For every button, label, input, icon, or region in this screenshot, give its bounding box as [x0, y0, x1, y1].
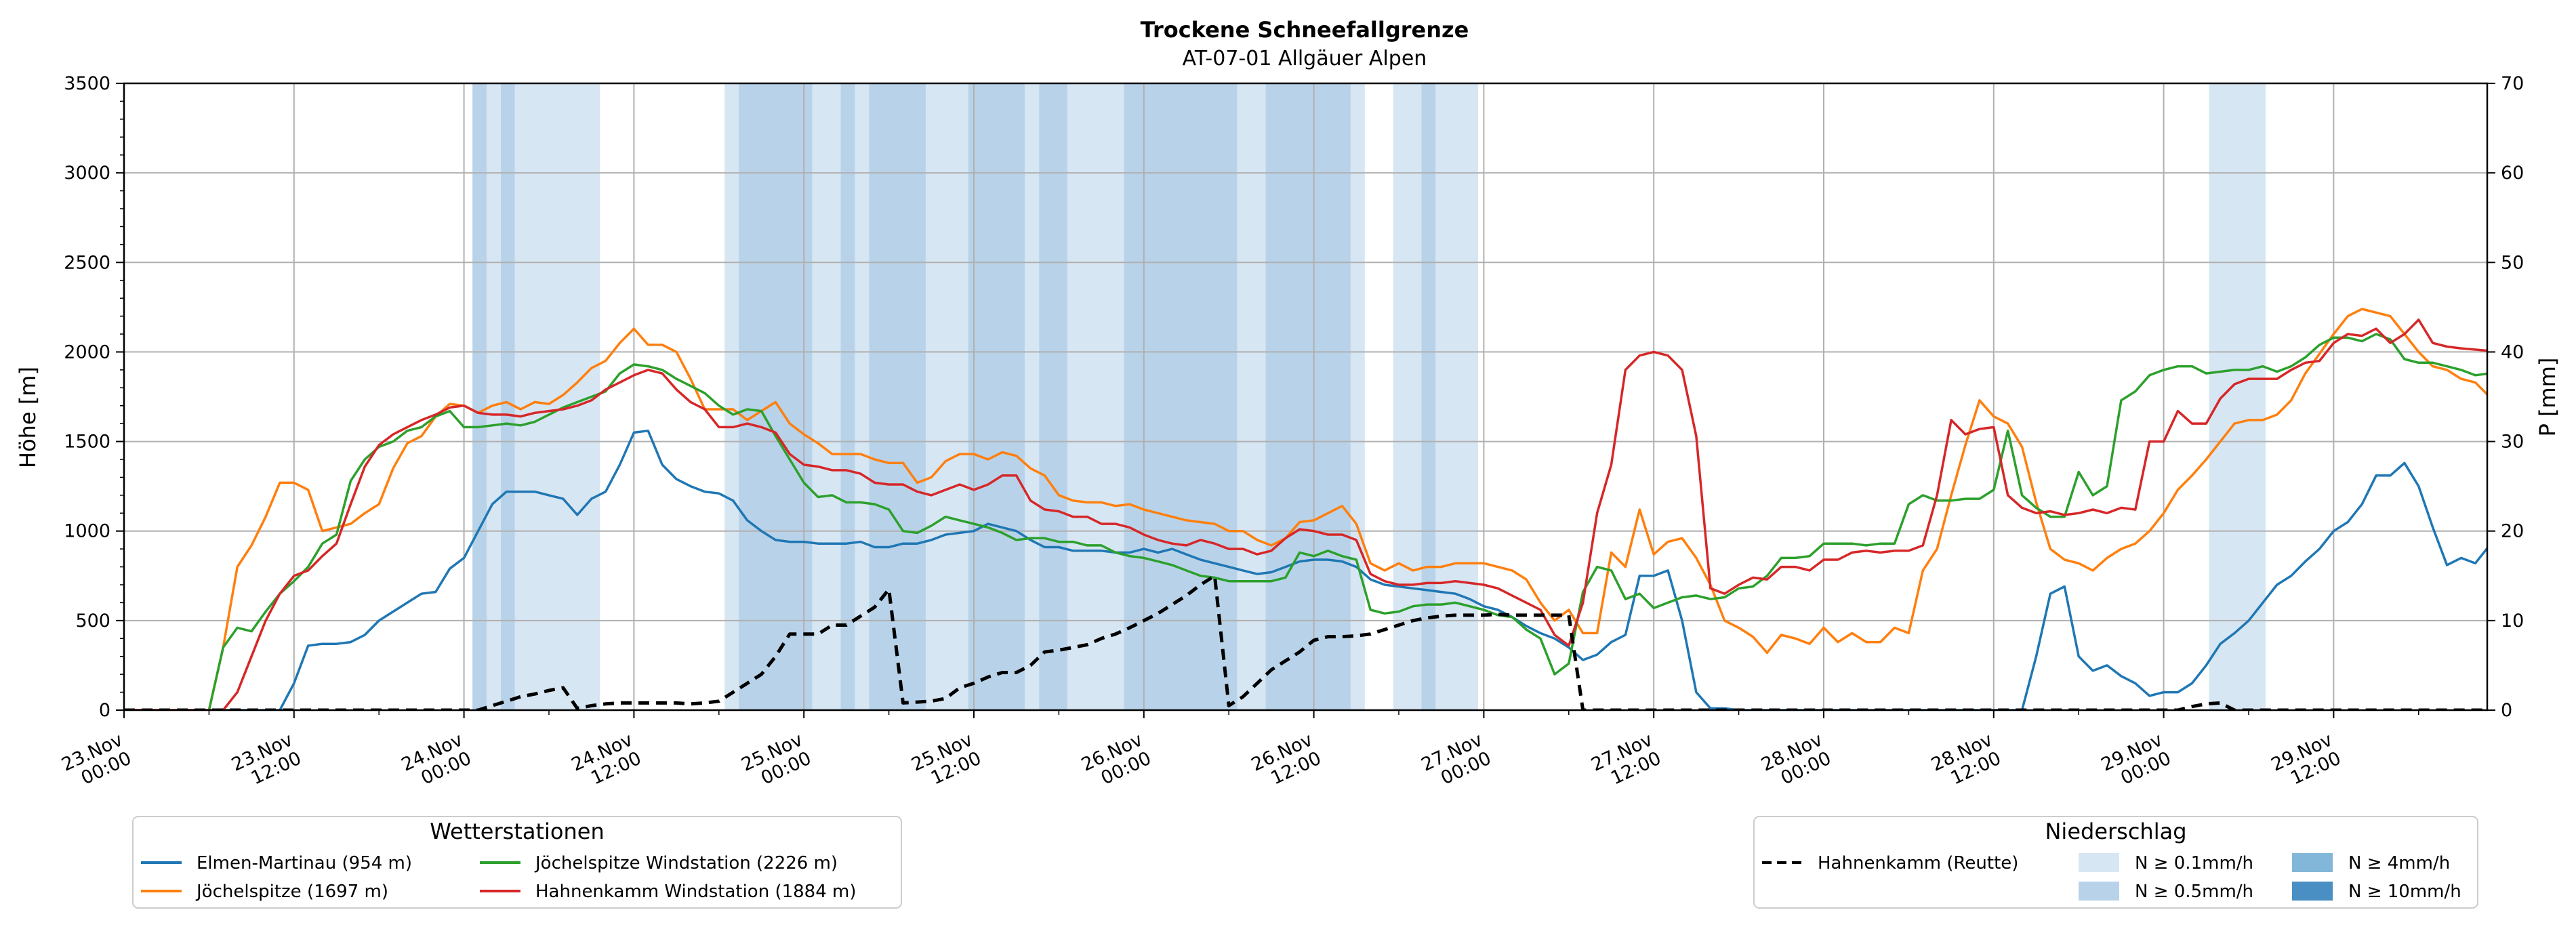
- precip-band: [855, 83, 870, 710]
- y2-axis-label: P [mm]: [2535, 358, 2560, 437]
- precip-band: [1237, 83, 1266, 710]
- series-line: [124, 429, 2487, 710]
- y2-tick-label: 20: [2501, 521, 2524, 542]
- legend-patch-n4: [2292, 853, 2333, 872]
- precip-band: [1421, 83, 1436, 710]
- y2-tick-label: 50: [2501, 252, 2524, 273]
- chart-subtitle: AT-07-01 Allgäuer Alpen: [1183, 47, 1427, 70]
- y2-tick-label: 70: [2501, 73, 2524, 94]
- legend-patch-n01: [2079, 853, 2119, 872]
- legend-niederschlag: Niederschlag Hahnenkamm (Reutte) N ≥ 0.1…: [1753, 816, 2478, 909]
- legend-label-n10: N ≥ 10mm/h: [2348, 882, 2461, 902]
- series-line: [124, 308, 2487, 710]
- y-tick-label: 2000: [64, 342, 110, 363]
- legend-label-hahnenkamm-reutte: Hahnenkamm (Reutte): [1818, 853, 2018, 873]
- precip-band: [1265, 83, 1351, 710]
- precip-band: [472, 83, 487, 710]
- precip-band: [724, 83, 739, 710]
- legend-label-n4: N ≥ 4mm/h: [2348, 853, 2450, 873]
- legend-label-joechelspitze: Jöchelspitze (1697 m): [195, 882, 388, 902]
- y-tick-label: 0: [99, 700, 110, 721]
- y-tick-label: 3000: [64, 163, 110, 184]
- y-tick-label: 1000: [64, 521, 110, 542]
- precip-band: [500, 83, 515, 710]
- legend-label-joechelspitze-wind: Jöchelspitze Windstation (2226 m): [534, 853, 838, 873]
- series-line: [124, 574, 2487, 710]
- chart-title: Trockene Schneefallgrenze: [1141, 17, 1469, 43]
- y2-tick-label: 60: [2501, 163, 2524, 184]
- precip-band: [1350, 83, 1365, 710]
- precip-band: [1039, 83, 1067, 710]
- series-line: [124, 318, 2487, 710]
- precip-band: [487, 83, 501, 710]
- legend-patch-n10: [2292, 882, 2333, 901]
- y2-tick-label: 40: [2501, 342, 2524, 363]
- precip-band: [1393, 83, 1422, 710]
- precip-band: [925, 83, 968, 710]
- legend-label-elmen: Elmen-Martinau (954 m): [197, 853, 412, 873]
- y-tick-label: 3500: [64, 73, 110, 94]
- plot-frame: [123, 82, 2489, 711]
- y-tick-label: 2500: [64, 252, 110, 273]
- y2-tick-label: 30: [2501, 432, 2524, 453]
- precip-band: [1025, 83, 1040, 710]
- precip-band: [2209, 83, 2266, 710]
- legend-patch-n05: [2079, 882, 2119, 901]
- series-line: [124, 333, 2487, 710]
- y-tick-label: 500: [75, 611, 110, 632]
- precip-band: [840, 83, 855, 710]
- legend-title: Wetterstationen: [430, 819, 604, 844]
- precip-band: [968, 83, 1025, 710]
- legend-wetterstationen: Wetterstationen Elmen-Martinau (954 m) J…: [132, 816, 902, 909]
- y-tick-label: 1500: [64, 432, 110, 453]
- series-lines: [124, 308, 2487, 710]
- legend-title: Niederschlag: [2045, 819, 2186, 844]
- precipitation-bands: [472, 83, 2266, 710]
- y-axis-label: Höhe [m]: [15, 367, 41, 468]
- precip-band: [1067, 83, 1124, 710]
- precip-band: [739, 83, 813, 710]
- precip-band: [514, 83, 600, 710]
- y2-tick-label: 0: [2501, 700, 2512, 721]
- y2-tick-label: 10: [2501, 611, 2524, 632]
- legend-label-n01: N ≥ 0.1mm/h: [2135, 853, 2253, 873]
- precip-band: [812, 83, 841, 710]
- legend-label-n05: N ≥ 0.5mm/h: [2135, 882, 2253, 902]
- precip-band: [869, 83, 926, 710]
- legend-label-hahnenkamm-wind: Hahnenkamm Windstation (1884 m): [535, 882, 857, 902]
